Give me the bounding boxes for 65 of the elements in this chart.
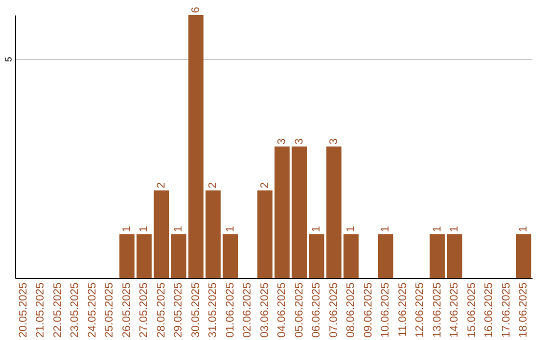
x-tick-label: 29.05.2025 <box>172 282 185 338</box>
x-tick-label: 08.06.2025 <box>345 282 358 338</box>
x-tick-label: 26.05.2025 <box>120 282 133 338</box>
bar <box>222 234 238 278</box>
bar <box>188 15 204 278</box>
bar <box>257 190 272 278</box>
data-label: 1 <box>518 226 530 232</box>
x-tick-label: 31.05.2025 <box>207 282 220 338</box>
data-label: 3 <box>276 138 288 144</box>
data-label: 1 <box>310 226 323 232</box>
x-tick-label: 06.06.2025 <box>310 282 323 338</box>
data-label: 1 <box>172 226 185 232</box>
x-tick-label: 23.05.2025 <box>69 282 82 338</box>
x-tick-label: 25.05.2025 <box>104 282 116 338</box>
x-tick-label: 27.05.2025 <box>138 282 150 338</box>
x-tick-label: 15.06.2025 <box>466 282 478 338</box>
x-tick-label: 24.05.2025 <box>86 282 98 338</box>
data-label: 2 <box>258 182 271 188</box>
bar <box>309 234 324 278</box>
bar <box>274 146 290 278</box>
bar <box>446 234 462 278</box>
bar <box>378 234 394 278</box>
data-label: 1 <box>345 226 358 232</box>
bar <box>119 234 135 278</box>
x-tick-label: 28.05.2025 <box>155 282 168 338</box>
bar <box>292 146 307 278</box>
data-label: 6 <box>190 6 202 13</box>
x-tick-label: 09.06.2025 <box>362 282 374 338</box>
bar <box>430 234 445 278</box>
data-label: 1 <box>431 226 444 232</box>
bar <box>326 146 342 278</box>
bar <box>344 234 359 278</box>
x-tick-label: 05.06.2025 <box>293 282 306 338</box>
data-label: 1 <box>380 226 392 232</box>
data-label: 2 <box>155 182 168 188</box>
x-tick-label: 16.06.2025 <box>483 282 496 338</box>
data-label: 1 <box>120 226 133 232</box>
y-tick-label: 5 <box>4 56 14 62</box>
x-tick-label: 01.06.2025 <box>224 282 236 338</box>
x-tick-label: 02.06.2025 <box>242 282 254 338</box>
x-tick-label: 18.06.2025 <box>518 282 530 338</box>
x-tick-label: 17.06.2025 <box>500 282 512 338</box>
x-tick-label: 20.05.2025 <box>17 282 30 338</box>
bar <box>171 234 186 278</box>
x-tick-label: 11.06.2025 <box>396 282 409 337</box>
x-tick-label: 10.06.2025 <box>380 282 392 338</box>
x-tick-label: 07.06.2025 <box>328 282 340 338</box>
data-label: 1 <box>138 226 150 232</box>
x-tick-label: 22.05.2025 <box>52 282 64 338</box>
x-tick-label: 04.06.2025 <box>276 282 288 338</box>
x-tick-label: 30.05.2025 <box>190 282 202 338</box>
x-tick-label: 03.06.2025 <box>258 282 271 338</box>
data-label: 1 <box>224 226 236 232</box>
data-label: 3 <box>328 138 340 144</box>
data-label: 3 <box>293 138 306 144</box>
data-label: 2 <box>207 182 220 188</box>
x-tick-label: 12.06.2025 <box>414 282 426 338</box>
bar <box>206 190 221 278</box>
x-tick-label: 13.06.2025 <box>431 282 444 338</box>
bar <box>136 234 152 278</box>
data-label: 1 <box>448 226 461 232</box>
x-tick-label: 14.06.2025 <box>448 282 461 338</box>
bar <box>516 234 532 278</box>
x-tick-label: 21.05.2025 <box>34 282 47 338</box>
bar <box>154 190 169 278</box>
